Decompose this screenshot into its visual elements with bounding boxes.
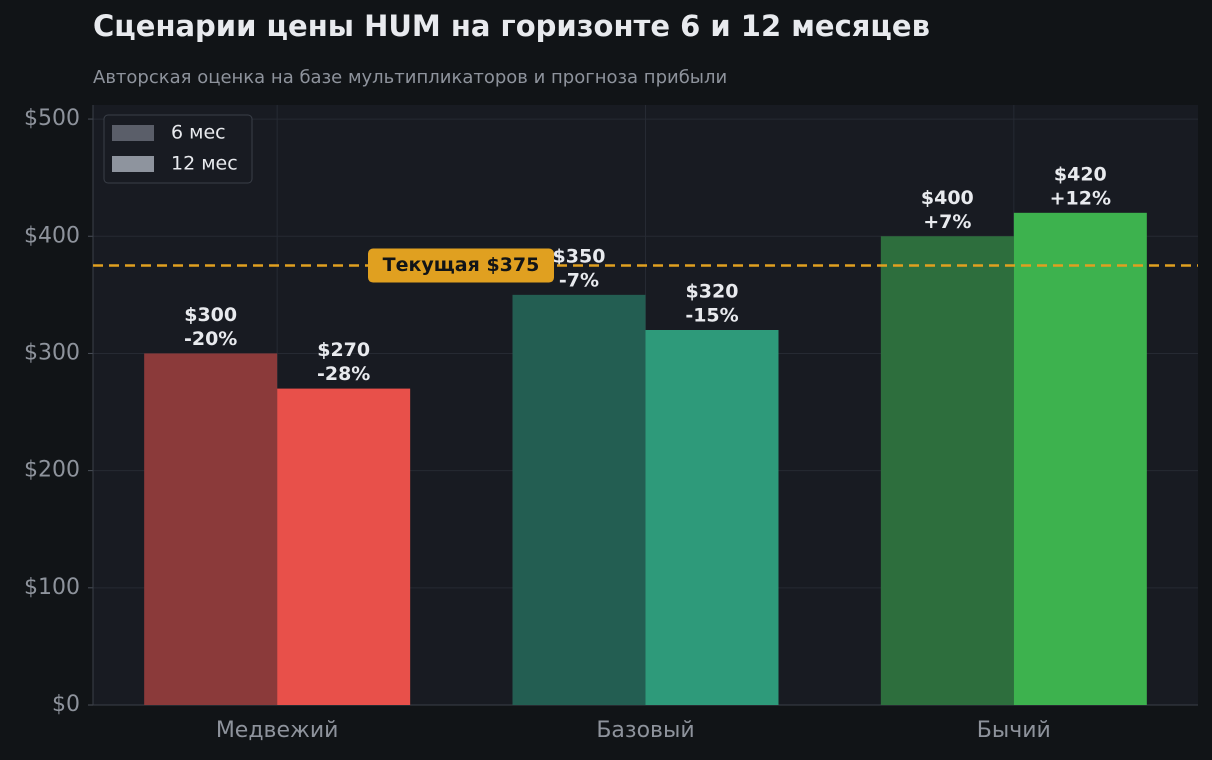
legend-label: 12 мес — [171, 153, 238, 175]
bar — [645, 330, 779, 705]
bar — [1013, 212, 1147, 705]
y-tick-label: $500 — [24, 106, 80, 131]
change-label: +12% — [1050, 187, 1111, 209]
value-label: $420 — [1054, 163, 1107, 185]
value-label: $270 — [317, 339, 370, 361]
value-label: $300 — [184, 304, 237, 326]
change-label: -20% — [184, 328, 237, 350]
x-tick-label: Медвежий — [216, 718, 339, 743]
reference-label-box — [368, 248, 554, 283]
legend-swatch — [112, 156, 154, 172]
y-tick-label: $400 — [24, 223, 80, 248]
y-tick-label: $100 — [24, 575, 80, 600]
bar — [277, 388, 411, 705]
y-tick-label: $200 — [24, 458, 80, 483]
bar — [512, 294, 646, 705]
change-label: -7% — [559, 269, 599, 291]
value-label: $400 — [921, 187, 974, 209]
change-label: -15% — [685, 305, 738, 327]
bar — [144, 353, 278, 705]
y-tick-label: $300 — [24, 340, 80, 365]
reference-label: Текущая $375 — [383, 254, 540, 276]
value-label: $320 — [686, 281, 739, 303]
change-label: -28% — [317, 363, 370, 385]
legend-label: 6 мес — [171, 122, 226, 144]
legend-swatch — [112, 125, 154, 141]
y-tick-label: $0 — [52, 692, 80, 717]
value-label: $350 — [553, 245, 606, 267]
x-tick-label: Базовый — [596, 718, 694, 743]
chart-title: Сценарии цены HUM на горизонте 6 и 12 ме… — [93, 9, 930, 43]
change-label: +7% — [923, 211, 971, 233]
bar — [880, 236, 1014, 705]
chart-subtitle: Авторская оценка на базе мультипликаторо… — [93, 67, 727, 88]
x-tick-label: Бычий — [977, 718, 1051, 743]
